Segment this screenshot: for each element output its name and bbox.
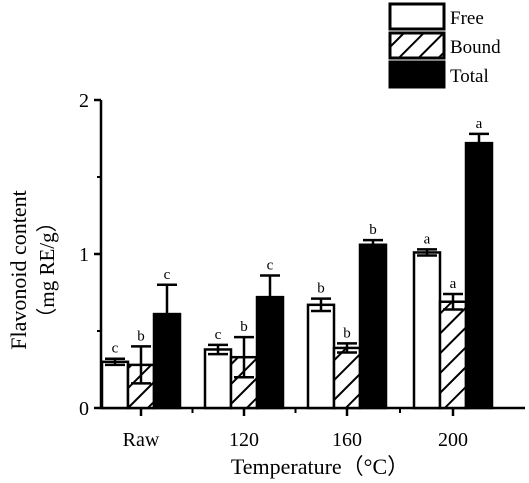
x-tick-label: 120 — [229, 429, 259, 451]
y-tick-label: 2 — [79, 90, 89, 112]
bar-total — [464, 141, 494, 410]
significance-letter: b — [137, 328, 145, 344]
significance-letter: c — [112, 341, 119, 357]
significance-letter: a — [424, 231, 431, 247]
bar-free — [412, 251, 442, 410]
bar-bound — [332, 346, 362, 410]
x-tick-label: 200 — [438, 429, 468, 451]
significance-letter: b — [343, 325, 351, 341]
legend-swatch-free — [388, 2, 446, 31]
y-tick-label: 1 — [79, 244, 89, 266]
significance-letter: c — [164, 267, 171, 283]
legend: Free Bound Total — [388, 2, 501, 89]
bars: c b c c b c b b b a a a — [100, 116, 494, 410]
significance-letter: a — [476, 116, 483, 132]
significance-letter: b — [369, 222, 377, 238]
bar-free — [100, 360, 130, 410]
significance-letter: b — [240, 319, 248, 335]
x-tick-label: Raw — [123, 429, 160, 451]
legend-swatch-bound — [388, 31, 446, 60]
x-axis-title: Temperature（°C） — [231, 454, 409, 479]
bar-bound — [438, 300, 468, 410]
y-axis-title-line1: Flavonoid content — [6, 190, 31, 349]
bar-free — [306, 303, 336, 410]
y-axis-title-line2: （mg RE/g） — [35, 211, 59, 328]
significance-letter: c — [267, 258, 274, 274]
legend-label-free: Free — [450, 8, 484, 29]
x-tick-label: 160 — [332, 429, 362, 451]
y-ticks: 0 1 2 — [79, 90, 101, 420]
legend-label-bound: Bound — [450, 37, 501, 58]
significance-letter: c — [215, 327, 222, 343]
legend-swatch-total — [388, 60, 446, 89]
x-ticks: Raw 120 160 200 — [123, 408, 468, 451]
y-tick-label: 0 — [79, 398, 89, 420]
significance-letter: a — [450, 276, 457, 292]
bar-free — [203, 348, 233, 410]
bar-total — [358, 243, 388, 410]
legend-label-total: Total — [450, 66, 489, 87]
significance-letter: b — [317, 281, 325, 297]
